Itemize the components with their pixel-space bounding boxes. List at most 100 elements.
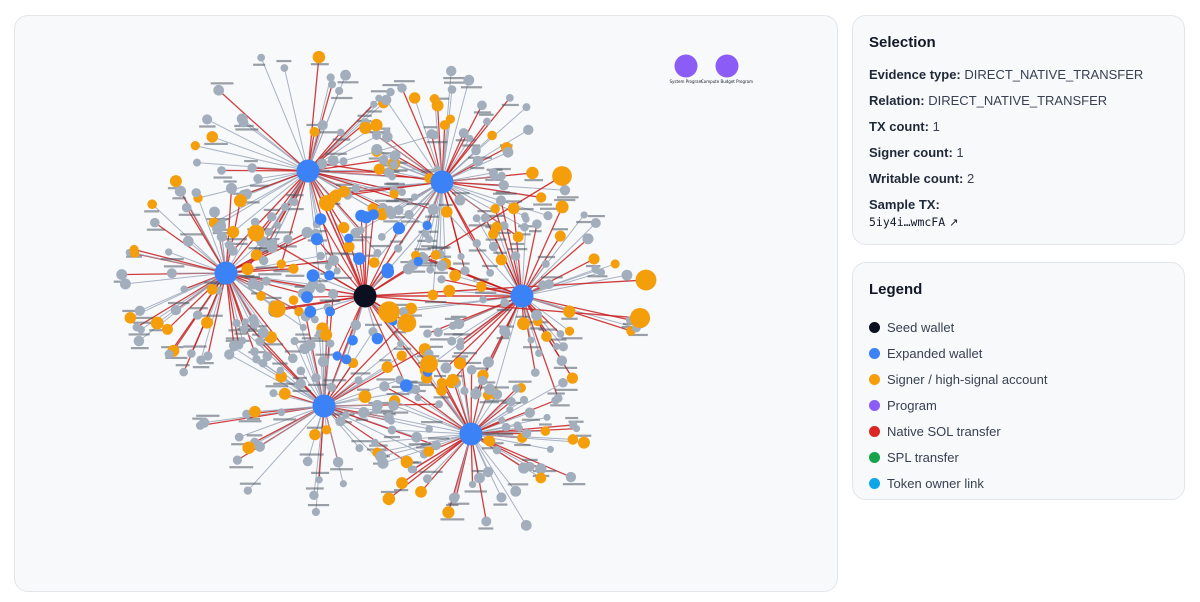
account-node[interactable]	[164, 349, 174, 359]
native-transfer-edge[interactable]	[276, 295, 366, 310]
account-node[interactable]	[397, 340, 405, 348]
account-node[interactable]	[116, 269, 128, 281]
signer-node[interactable]	[439, 120, 450, 130]
account-node[interactable]	[591, 264, 600, 274]
account-node[interactable]	[301, 226, 313, 239]
expanded-wallet-node[interactable]	[422, 220, 432, 231]
signer-node[interactable]	[475, 281, 487, 292]
account-link-edge[interactable]	[363, 412, 472, 435]
signer-node[interactable]	[275, 370, 287, 383]
account-node[interactable]	[468, 480, 477, 489]
account-node[interactable]	[446, 65, 457, 77]
account-node[interactable]	[492, 445, 502, 455]
signer-node[interactable]	[397, 313, 417, 333]
account-node[interactable]	[498, 180, 509, 191]
account-link-edge[interactable]	[256, 358, 325, 407]
expanded-wallet-hub-node[interactable]	[510, 284, 534, 308]
account-node[interactable]	[411, 431, 423, 443]
account-link-edge[interactable]	[323, 405, 430, 430]
signer-node[interactable]	[443, 284, 456, 297]
signer-node[interactable]	[564, 326, 575, 336]
account-node[interactable]	[192, 310, 203, 320]
account-node[interactable]	[280, 64, 289, 72]
signer-node[interactable]	[420, 355, 438, 373]
native-transfer-edge[interactable]	[521, 223, 538, 297]
account-node[interactable]	[530, 368, 540, 377]
account-node[interactable]	[247, 278, 259, 290]
account-node[interactable]	[496, 492, 507, 503]
signer-node[interactable]	[541, 331, 552, 342]
account-node[interactable]	[164, 248, 173, 256]
account-node[interactable]	[466, 134, 474, 142]
account-node[interactable]	[224, 240, 234, 250]
signer-node[interactable]	[256, 291, 266, 301]
expanded-wallet-hub-node[interactable]	[296, 159, 320, 183]
account-link-edge[interactable]	[259, 405, 325, 448]
account-node[interactable]	[543, 413, 551, 421]
expanded-wallet-node[interactable]	[332, 351, 342, 361]
account-node[interactable]	[302, 456, 313, 467]
account-node[interactable]	[523, 124, 534, 136]
account-node[interactable]	[253, 174, 263, 184]
wallet-link-edge[interactable]	[364, 295, 429, 373]
account-link-edge[interactable]	[521, 295, 637, 329]
account-node[interactable]	[513, 421, 522, 430]
native-transfer-edge[interactable]	[133, 248, 227, 274]
signer-node[interactable]	[233, 194, 247, 208]
signer-node[interactable]	[440, 206, 453, 218]
account-node[interactable]	[472, 155, 484, 167]
account-node[interactable]	[317, 120, 328, 131]
signer-node[interactable]	[405, 302, 417, 315]
signer-node[interactable]	[396, 350, 407, 361]
account-node[interactable]	[520, 519, 532, 531]
account-node[interactable]	[375, 94, 383, 102]
account-link-edge[interactable]	[212, 136, 309, 172]
account-link-edge[interactable]	[156, 272, 227, 324]
account-node[interactable]	[551, 396, 560, 405]
expanded-wallet-node[interactable]	[360, 211, 373, 224]
account-node[interactable]	[388, 400, 400, 411]
signer-node[interactable]	[629, 307, 651, 329]
account-node[interactable]	[556, 330, 565, 338]
signer-node[interactable]	[378, 301, 400, 323]
account-link-edge[interactable]	[425, 369, 472, 435]
account-link-edge[interactable]	[454, 275, 523, 297]
account-node[interactable]	[409, 465, 418, 474]
account-link-edge[interactable]	[385, 99, 443, 183]
account-node[interactable]	[317, 356, 329, 368]
signer-node[interactable]	[343, 241, 355, 253]
expanded-wallet-node[interactable]	[324, 270, 335, 281]
signer-node[interactable]	[430, 250, 441, 260]
account-node[interactable]	[255, 337, 265, 347]
account-node[interactable]	[535, 463, 547, 475]
signer-node[interactable]	[567, 434, 579, 445]
account-node[interactable]	[377, 232, 386, 241]
signer-node[interactable]	[540, 426, 551, 436]
native-transfer-edge[interactable]	[470, 399, 556, 435]
account-node[interactable]	[518, 462, 530, 474]
signer-node[interactable]	[247, 224, 265, 242]
native-transfer-edge[interactable]	[386, 136, 443, 183]
account-node[interactable]	[371, 438, 379, 447]
account-link-edge[interactable]	[260, 57, 309, 172]
account-node[interactable]	[225, 182, 237, 194]
account-node[interactable]	[241, 318, 249, 326]
native-transfer-edge[interactable]	[186, 207, 227, 274]
account-node[interactable]	[216, 231, 228, 242]
expanded-wallet-node[interactable]	[413, 256, 423, 267]
account-node[interactable]	[421, 229, 430, 238]
signer-node[interactable]	[536, 192, 547, 203]
account-node[interactable]	[333, 267, 341, 275]
account-node[interactable]	[311, 507, 320, 517]
native-transfer-edge[interactable]	[441, 181, 491, 274]
account-node[interactable]	[565, 471, 577, 483]
signer-node[interactable]	[268, 300, 286, 318]
signer-node[interactable]	[201, 316, 214, 329]
signer-node[interactable]	[512, 231, 524, 243]
account-node[interactable]	[311, 315, 319, 324]
account-node[interactable]	[133, 335, 145, 347]
account-node[interactable]	[506, 406, 514, 414]
account-node[interactable]	[328, 80, 337, 89]
account-node[interactable]	[335, 416, 346, 427]
account-node[interactable]	[295, 378, 306, 389]
